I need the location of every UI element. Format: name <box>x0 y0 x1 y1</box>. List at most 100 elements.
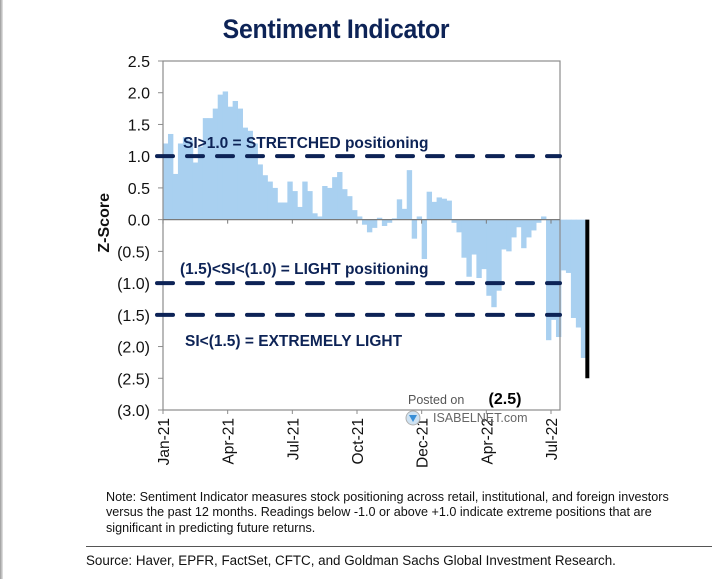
y-tick-label: 2.5 <box>128 54 150 71</box>
bar <box>486 219 492 296</box>
bar <box>352 210 358 220</box>
bar <box>536 219 542 223</box>
y-tick-label: (1.0) <box>117 276 150 293</box>
bar <box>361 219 368 225</box>
bar <box>376 217 383 220</box>
bar <box>163 143 169 220</box>
bar <box>282 202 288 220</box>
bar <box>212 108 219 220</box>
bar <box>297 206 303 220</box>
bar <box>182 137 189 220</box>
bar <box>401 208 408 220</box>
bar <box>531 219 537 231</box>
bar <box>546 219 552 341</box>
bar <box>481 219 487 270</box>
bar-series <box>163 91 590 379</box>
divider <box>86 546 712 547</box>
latest-value-label: (2.5) <box>489 391 522 408</box>
bar <box>242 127 248 220</box>
x-tick-label: Oct-21 <box>350 418 367 465</box>
bar <box>307 191 313 220</box>
bar <box>381 219 388 226</box>
y-tick-label: 2.0 <box>128 86 150 103</box>
bar <box>371 219 378 228</box>
x-tick-label: Apr-21 <box>221 418 238 465</box>
bar <box>441 198 447 220</box>
bar <box>506 219 512 252</box>
bar <box>466 219 472 277</box>
threshold-label: SI>1.0 = STRETCHED positioning <box>183 135 428 152</box>
bar <box>436 197 442 220</box>
bar <box>247 130 253 220</box>
bar <box>526 219 532 238</box>
watermark-site: ISABELNET.com <box>433 411 527 425</box>
bar <box>491 219 497 308</box>
bar <box>317 216 323 220</box>
bar <box>292 191 298 220</box>
bar <box>511 219 517 238</box>
bar <box>565 219 572 273</box>
page-edge-shadow <box>0 0 3 579</box>
bar <box>396 199 403 220</box>
x-tick-label: Jan-21 <box>156 418 173 465</box>
bar <box>187 140 194 220</box>
bar <box>302 181 308 220</box>
chart-note: Note: Sentiment Indicator measures stock… <box>106 490 669 535</box>
bar <box>461 219 467 258</box>
y-tick-label: (3.0) <box>117 403 150 420</box>
bar <box>560 219 567 271</box>
threshold-label: (1.5)<SI<(1.0) = LIGHT positioning <box>180 261 428 278</box>
bar <box>252 143 258 220</box>
bar <box>386 219 393 223</box>
source-text: Source: Haver, EPFR, FactSet, CFTC, and … <box>86 553 616 568</box>
bar <box>277 202 283 220</box>
x-tick-label: Dec-21 <box>415 418 432 468</box>
x-tick-label: Apr-22 <box>479 418 496 465</box>
bar <box>406 170 413 220</box>
bar <box>287 181 293 220</box>
threshold-lines: SI>1.0 = STRETCHED positioning (1.5)<SI<(… <box>155 135 562 350</box>
plot-frame <box>162 60 561 411</box>
bar <box>237 108 243 220</box>
bar <box>431 201 437 220</box>
bar <box>327 187 333 220</box>
bar <box>332 177 338 220</box>
bar <box>366 219 373 233</box>
bar <box>227 106 234 220</box>
threshold-label: SI<(1.5) = EXTREMELY LIGHT <box>185 333 403 350</box>
watermark-logo-icon <box>409 415 417 422</box>
bar <box>342 189 348 220</box>
bar <box>416 216 423 220</box>
bar <box>451 219 457 223</box>
bar <box>232 100 239 220</box>
bar <box>476 219 482 279</box>
bar <box>322 186 328 220</box>
bar <box>272 187 278 220</box>
bar <box>267 181 273 220</box>
bar <box>167 133 174 220</box>
bar <box>471 219 477 255</box>
bar <box>446 200 452 220</box>
bar <box>312 213 318 220</box>
bar <box>202 118 209 220</box>
bar <box>551 219 557 320</box>
plot-border <box>162 60 561 411</box>
axis-labels: 2.5 2.0 1.5 1.0 0.5 0.0 (0.5) (1.0) (1.5) (2.0) (2… <box>96 54 561 468</box>
bar <box>501 219 507 250</box>
bar <box>192 162 199 220</box>
bar <box>357 216 363 220</box>
x-tick-label: Jul-22 <box>544 418 561 460</box>
y-tick-label: (2.5) <box>117 371 150 388</box>
bar <box>570 219 577 318</box>
watermark-posted-on: Posted on <box>408 393 464 407</box>
bar <box>541 216 547 220</box>
bar <box>337 172 343 220</box>
bar <box>197 146 204 220</box>
bar <box>262 175 268 220</box>
bar <box>521 219 527 249</box>
bar <box>580 219 587 358</box>
y-tick-label: 1.5 <box>128 117 150 134</box>
bar <box>555 219 562 338</box>
chart-svg: SI>1.0 = STRETCHED positioning (1.5)<SI<(… <box>96 54 590 468</box>
bar <box>421 219 428 259</box>
